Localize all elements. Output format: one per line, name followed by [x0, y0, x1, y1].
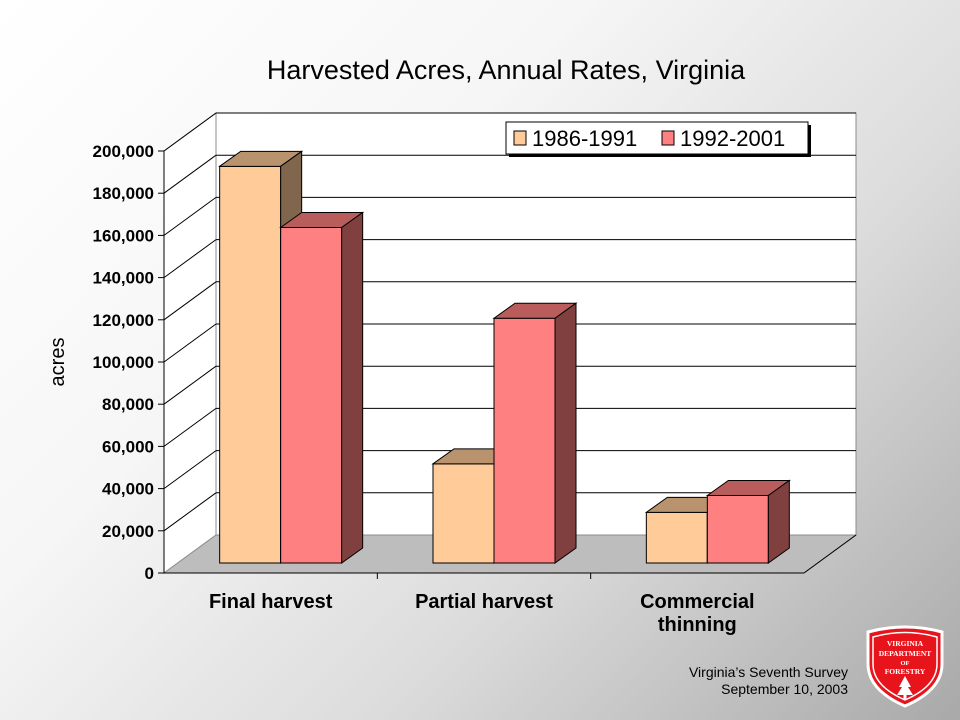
legend-swatch: [661, 130, 675, 146]
bar-1986-1991: [432, 463, 495, 564]
bar-side-1992-2001: [767, 479, 790, 564]
logo-text-2: DEPARTMENT: [879, 649, 932, 658]
y-tick-label: 80,000: [102, 395, 154, 414]
gridline-side: [163, 323, 217, 363]
gridline-side: [163, 492, 217, 532]
gridline-side: [163, 196, 217, 236]
y-tick-label: 180,000: [93, 184, 154, 203]
chart-title: Harvested Acres, Annual Rates, Virginia: [267, 55, 746, 85]
bar-1992-2001: [493, 317, 556, 564]
y-tick-label: 160,000: [93, 226, 154, 245]
logo-text-4: FORESTRY: [885, 667, 926, 676]
y-axis-label: acres: [47, 338, 69, 387]
bar-side-1992-2001: [554, 302, 577, 564]
legend-label: 1986-1991: [532, 126, 637, 151]
logo-text-1: VIRGINIA: [887, 639, 924, 648]
y-tick-label: 200,000: [93, 142, 154, 161]
bar-1986-1991: [219, 165, 282, 564]
footer: Virginia’s Seventh Survey September 10, …: [689, 664, 848, 698]
bar-1986-1991: [645, 511, 708, 564]
y-tick-label: 0: [145, 564, 154, 583]
gridline-side: [163, 281, 217, 321]
x-axis-depth: [803, 534, 857, 574]
bar-side-1992-2001: [341, 211, 364, 564]
gridline-side: [163, 407, 217, 447]
legend-label: 1992-2001: [680, 126, 785, 151]
gridline-side: [163, 154, 217, 194]
y-tick-label: 60,000: [102, 437, 154, 456]
footer-survey: Virginia’s Seventh Survey: [688, 664, 848, 680]
gridline-side: [163, 112, 217, 152]
x-category-label: Final harvest: [209, 591, 333, 613]
forestry-shield-logo-icon: VIRGINIA DEPARTMENT OF FORESTRY: [866, 625, 944, 708]
y-tick-label: 20,000: [102, 522, 154, 541]
y-tick-label: 140,000: [93, 269, 154, 288]
x-category-label: thinning: [658, 614, 737, 636]
footer-date: September 10, 2003: [721, 681, 848, 697]
y-tick-label: 40,000: [102, 480, 154, 499]
legend-swatch: [513, 130, 527, 146]
logo-text-3: OF: [900, 660, 909, 667]
legend: [505, 121, 809, 155]
y-tick-label: 100,000: [93, 353, 154, 372]
x-category-label: Commercial: [640, 591, 755, 613]
bar-1992-2001: [280, 227, 343, 564]
y-tick-label: 120,000: [93, 311, 154, 330]
x-category-label: Partial harvest: [415, 591, 553, 613]
gridline-side: [163, 239, 217, 279]
gridline-side: [163, 365, 217, 405]
tree-icon: [897, 676, 913, 700]
bar-1992-2001: [706, 494, 769, 564]
gridline-side: [163, 450, 217, 490]
